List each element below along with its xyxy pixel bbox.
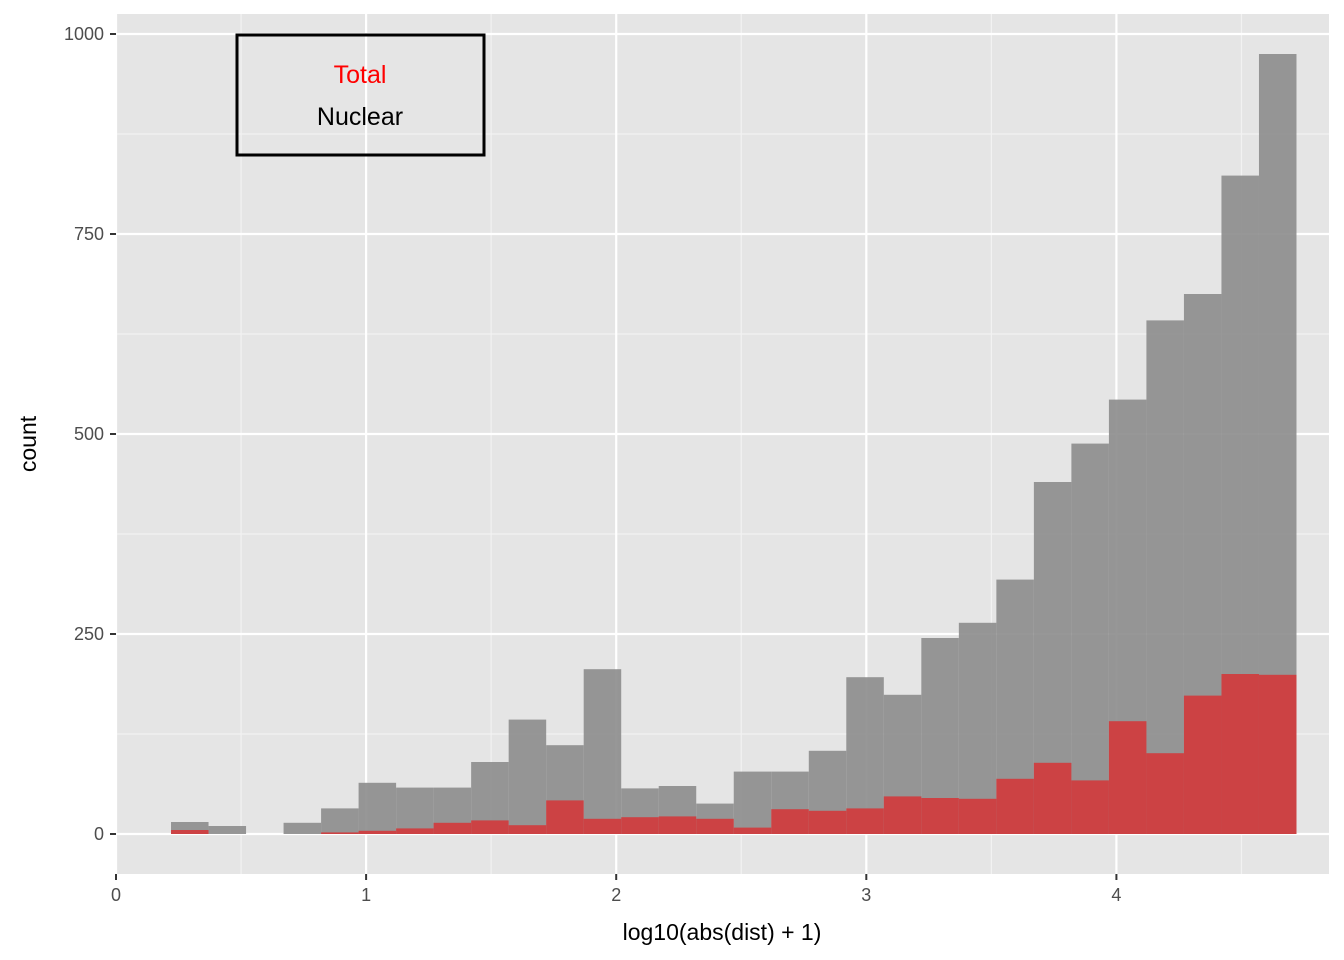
legend-frame — [235, 33, 486, 157]
bar-total — [846, 677, 884, 834]
bar-total — [583, 669, 622, 834]
bar-total — [283, 822, 322, 834]
bar-nuclear — [846, 808, 884, 834]
y-axis: 0 250 500 750 1000 — [64, 24, 116, 844]
bar-nuclear — [771, 809, 809, 834]
x-tick-label: 2 — [611, 885, 621, 905]
bar-total — [733, 771, 772, 834]
bar-nuclear — [696, 818, 734, 834]
y-axis-title: count — [15, 415, 41, 472]
x-tick-label: 4 — [1111, 885, 1121, 905]
bar-nuclear — [1221, 674, 1259, 834]
bar-nuclear — [921, 798, 959, 834]
bar-total — [358, 782, 397, 834]
x-tick-label: 3 — [861, 885, 871, 905]
bar-nuclear — [471, 820, 509, 834]
x-axis-title: log10(abs(dist) + 1) — [623, 919, 822, 945]
bar-nuclear — [171, 830, 209, 834]
x-tick-label: 0 — [111, 885, 121, 905]
bar-total — [508, 719, 547, 834]
bar-nuclear — [546, 800, 584, 834]
bar-nuclear — [396, 828, 434, 834]
bar-total — [396, 787, 434, 834]
bar-nuclear — [883, 796, 922, 834]
y-tick-label: 1000 — [64, 24, 104, 44]
bar-total — [1146, 320, 1184, 834]
bar-nuclear — [1071, 780, 1109, 834]
bar-nuclear — [621, 817, 659, 834]
x-axis: 0 1 2 3 4 — [111, 874, 1121, 905]
bar-nuclear — [1146, 753, 1184, 834]
y-tick-label: 0 — [94, 824, 104, 844]
y-tick-label: 500 — [74, 424, 104, 444]
bar-nuclear — [1183, 695, 1222, 834]
bar-nuclear — [658, 816, 697, 834]
x-tick-label: 1 — [361, 885, 371, 905]
bar-total — [208, 826, 247, 834]
bar-nuclear — [1258, 674, 1297, 834]
bar-nuclear — [808, 810, 847, 834]
bar-nuclear — [583, 818, 622, 834]
legend-entry-total: Total — [334, 61, 387, 89]
bar-nuclear — [1033, 762, 1072, 834]
legend-box: Total Nuclear — [235, 33, 486, 157]
bar-total — [1071, 443, 1109, 834]
bar-nuclear — [358, 830, 397, 834]
bar-nuclear — [996, 778, 1034, 834]
bar-nuclear — [321, 832, 359, 834]
bar-nuclear — [1108, 721, 1147, 834]
bars-nuclear — [171, 674, 1297, 834]
y-tick-label: 250 — [74, 624, 104, 644]
bar-total — [321, 808, 359, 834]
legend-entry-nuclear: Nuclear — [317, 103, 403, 131]
bar-nuclear — [433, 822, 472, 834]
bar-nuclear — [733, 827, 772, 834]
bar-nuclear — [508, 825, 547, 834]
y-tick-label: 750 — [74, 224, 104, 244]
bar-nuclear — [958, 798, 997, 834]
